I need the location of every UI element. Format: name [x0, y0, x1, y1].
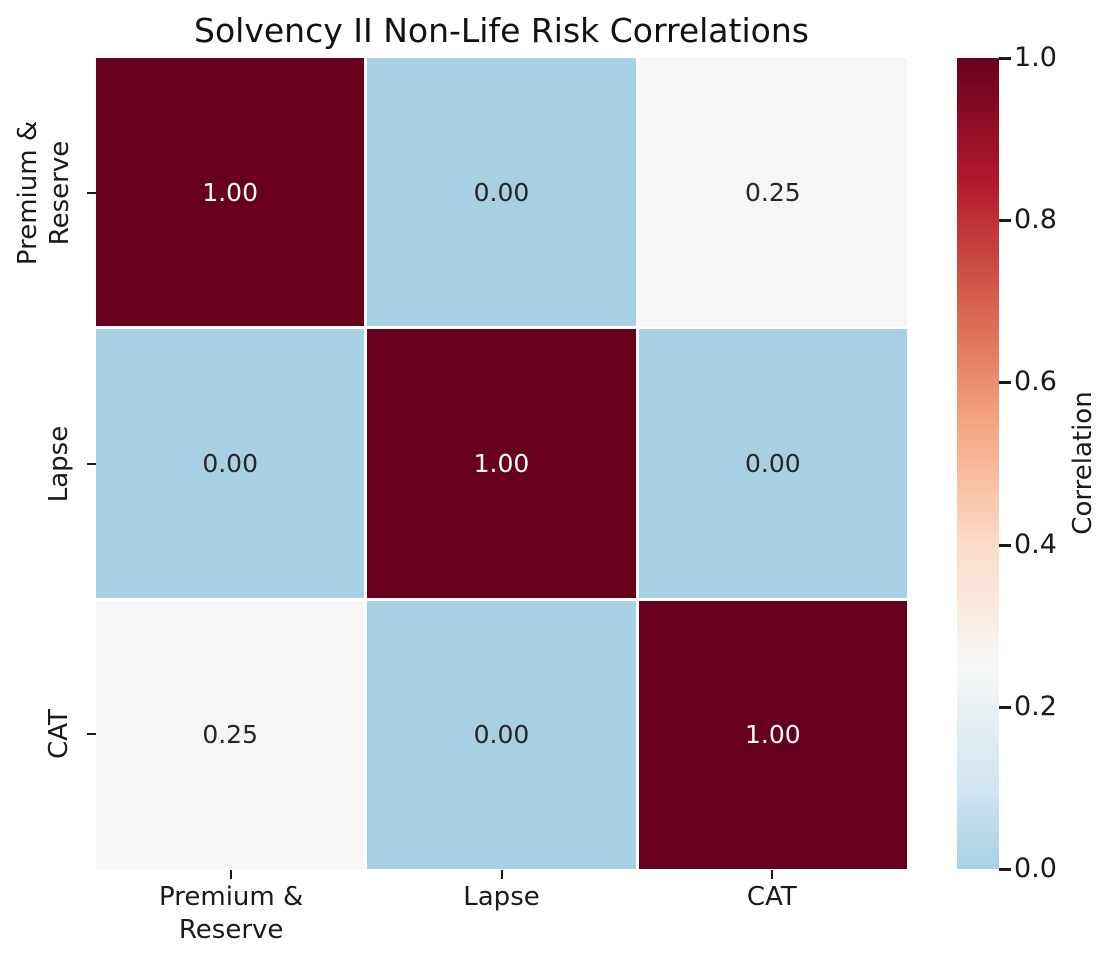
- heatmap-cell: 0.25: [96, 600, 365, 869]
- x-tick-label: Lapse: [463, 882, 540, 912]
- heatmap-cell: 1.00: [638, 600, 907, 869]
- cell-value: 1.00: [202, 177, 258, 207]
- tick-mark: [230, 870, 233, 879]
- tick-mark: [87, 192, 96, 195]
- colorbar-tick-mark: [999, 544, 1011, 547]
- tick-mark: [500, 870, 503, 879]
- cell-value: 1.00: [473, 448, 530, 478]
- colorbar-gradient: [957, 58, 999, 869]
- colorbar-tick-label: 0.4: [1014, 529, 1057, 560]
- cell-value: 0.00: [473, 720, 530, 750]
- cell-value: 0.00: [744, 448, 801, 478]
- cell-value: 1.00: [744, 720, 801, 750]
- tick-mark: [770, 870, 773, 879]
- heatmap-cell: 1.00: [367, 329, 636, 598]
- heatmap-cell: 0.00: [367, 58, 636, 327]
- colorbar-tick-label: 0.8: [1014, 204, 1057, 235]
- colorbar-tick-mark: [999, 381, 1011, 384]
- colorbar-tick-label: 0.2: [1014, 691, 1057, 722]
- heatmap-cell: 0.00: [96, 329, 365, 598]
- y-tick-label: CAT: [44, 708, 74, 759]
- cell-value: 0.00: [202, 448, 258, 478]
- colorbar-tick-label: 0.0: [1014, 853, 1057, 884]
- cell-value: 0.00: [473, 177, 530, 207]
- chart-title: Solvency II Non-Life Risk Correlations: [194, 11, 809, 50]
- colorbar-tick-mark: [999, 57, 1011, 60]
- heatmap-cell: 0.00: [638, 329, 907, 598]
- colorbar-tick-label: 0.6: [1014, 366, 1057, 397]
- colorbar-tick-mark: [999, 706, 1011, 709]
- cell-value: 0.25: [202, 720, 258, 750]
- heatmap-grid: 1.00 0.00 0.25 0.00 1.00 0.00 0.25 0.00 1.00: [96, 58, 907, 869]
- cell-value: 0.25: [744, 177, 801, 207]
- tick-mark: [87, 732, 96, 735]
- heatmap-cell: 0.25: [638, 58, 907, 327]
- colorbar-label: Correlation: [1068, 391, 1098, 535]
- heatmap-cell: 0.00: [367, 600, 636, 869]
- colorbar-tick-label: 1.0: [1014, 42, 1057, 73]
- colorbar-tick-mark: [999, 868, 1011, 871]
- tick-mark: [87, 462, 96, 465]
- x-tick-label: CAT: [746, 882, 797, 912]
- x-tick-label: Premium & Reserve: [159, 882, 304, 945]
- colorbar-tick-mark: [999, 219, 1011, 222]
- heatmap-cell: 1.00: [96, 58, 365, 327]
